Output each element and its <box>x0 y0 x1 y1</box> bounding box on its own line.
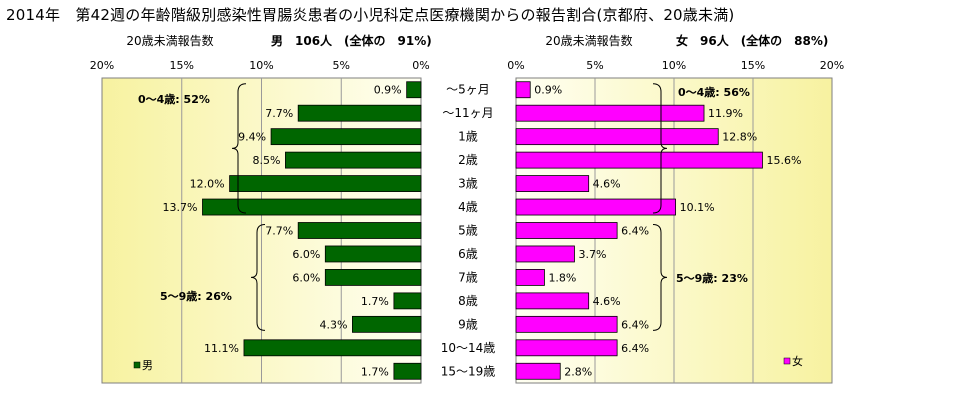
brace-male <box>250 224 266 331</box>
data-label-female: 6.4% <box>621 225 649 238</box>
summary-male: 男 106人 (全体の 91%) <box>271 33 432 48</box>
bar-female <box>515 104 705 122</box>
category-label: 7歳 <box>458 270 478 284</box>
data-label-male: 1.7% <box>361 365 389 378</box>
bar-male <box>202 198 422 216</box>
category-label: 4歳 <box>458 200 478 214</box>
bar-female <box>515 362 561 380</box>
bar-male <box>324 269 422 286</box>
data-label-female: 3.7% <box>578 248 606 261</box>
data-label-male: 6.0% <box>292 248 320 261</box>
bar-female <box>515 315 618 333</box>
category-label: 8歳 <box>458 294 478 308</box>
bar-female <box>515 339 618 357</box>
bar-male <box>352 315 422 333</box>
annotation-male: 5～9歳: 26% <box>160 289 232 303</box>
category-label: ～5ヶ月 <box>446 83 490 97</box>
data-label-female: 10.1% <box>680 201 715 214</box>
data-label-male: 7.7% <box>265 225 293 238</box>
data-label-female: 6.4% <box>621 342 649 355</box>
bar-female <box>515 81 531 99</box>
legend-swatch-male <box>133 361 141 369</box>
data-label-female: 12.8% <box>722 131 757 144</box>
annotation-female: 5～9歳: 23% <box>676 271 748 285</box>
tick-label-male: 15% <box>170 59 194 72</box>
annotation-female: 0～4歳: 56% <box>678 85 750 99</box>
bar-male <box>297 104 422 122</box>
tick-label-male: 5% <box>333 59 350 72</box>
category-label: 15～19歳 <box>441 364 496 378</box>
category-label: 10～14歳 <box>441 341 496 355</box>
bar-male <box>243 339 422 357</box>
data-label-female: 4.6% <box>593 178 621 191</box>
bar-female <box>515 198 676 216</box>
legend-label-female: 女 <box>792 354 803 368</box>
bar-male <box>229 175 422 192</box>
annotation-male: 0～4歳: 52% <box>138 92 210 106</box>
bar-female <box>515 151 763 169</box>
legend-label-male: 男 <box>142 359 153 372</box>
tick-label-female: 20% <box>820 59 844 72</box>
bar-female <box>515 128 719 146</box>
bar-male <box>270 128 422 146</box>
category-label: 6歳 <box>458 247 478 261</box>
panel-label-male: 20歳未満報告数 <box>126 33 213 48</box>
data-label-male: 9.4% <box>238 131 266 144</box>
data-label-female: 2.8% <box>564 365 592 378</box>
data-label-male: 4.3% <box>319 318 347 331</box>
tick-label-male: 10% <box>249 59 273 72</box>
category-label: 9歳 <box>458 317 478 331</box>
page-title: 2014年 第42週の年齢階級別感染性胃腸炎患者の小児科定点医療機関からの報告割… <box>6 6 735 24</box>
tick-label-female: 10% <box>662 59 686 72</box>
category-label: 5歳 <box>458 224 478 238</box>
tick-label-male: 20% <box>90 59 114 72</box>
category-label: 1歳 <box>458 130 478 144</box>
data-label-female: 0.9% <box>534 84 562 97</box>
bar-male <box>393 292 422 310</box>
data-label-female: 15.6% <box>766 154 801 167</box>
bar-female <box>515 269 545 286</box>
brace-female <box>652 224 668 331</box>
tick-label-female: 15% <box>741 59 765 72</box>
data-label-female: 11.9% <box>708 107 743 120</box>
legend-swatch-female <box>783 357 791 365</box>
data-label-female: 6.4% <box>621 318 649 331</box>
bar-male <box>393 362 422 380</box>
data-label-male: 11.1% <box>204 342 239 355</box>
bar-male <box>297 222 422 239</box>
bar-female <box>515 222 618 239</box>
panel-label-female: 20歳未満報告数 <box>545 33 632 48</box>
brace-female <box>652 83 668 214</box>
data-label-male: 1.7% <box>361 295 389 308</box>
data-label-male: 8.5% <box>252 154 280 167</box>
data-label-female: 1.8% <box>548 271 576 284</box>
bar-female <box>515 245 575 263</box>
bar-male <box>324 245 422 263</box>
data-label-male: 12.0% <box>190 178 225 191</box>
category-label: 2歳 <box>458 153 478 167</box>
bar-male <box>285 151 422 169</box>
category-label: 3歳 <box>458 177 478 191</box>
data-label-male: 6.0% <box>292 271 320 284</box>
data-label-male: 7.7% <box>265 107 293 120</box>
tick-label-female: 0% <box>507 59 524 72</box>
data-label-female: 4.6% <box>593 295 621 308</box>
tick-label-female: 5% <box>586 59 603 72</box>
tick-label-male: 0% <box>412 59 429 72</box>
bar-male <box>406 81 422 99</box>
brace-male <box>231 83 247 214</box>
data-label-male: 13.7% <box>163 201 198 214</box>
category-label: ～11ヶ月 <box>442 106 493 120</box>
bar-female <box>515 292 590 310</box>
data-label-male: 0.9% <box>374 84 402 97</box>
summary-female: 女 96人 (全体の 88%) <box>676 33 828 48</box>
bar-female <box>515 175 590 192</box>
